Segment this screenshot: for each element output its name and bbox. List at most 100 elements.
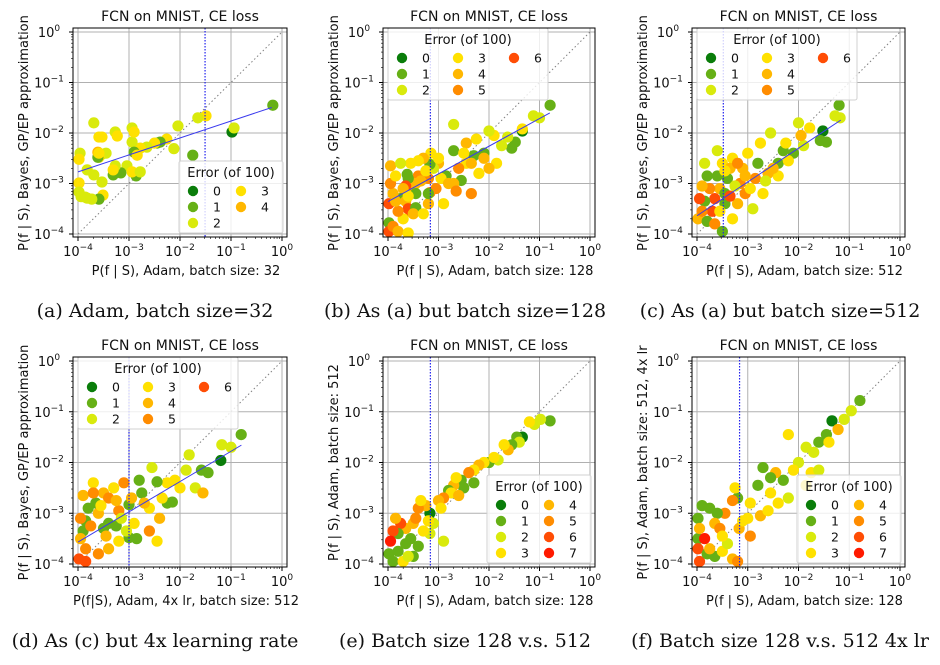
legend-marker-6 <box>508 52 520 64</box>
data-point <box>389 170 402 182</box>
y-tick-label: 10−3 <box>653 505 683 522</box>
data-point <box>151 476 163 488</box>
data-point <box>401 168 413 181</box>
legend-label-0: 0 <box>831 498 839 513</box>
legend-label-6: 6 <box>569 530 577 545</box>
data-point <box>468 477 480 489</box>
data-point <box>739 170 751 182</box>
legend-label-5: 5 <box>569 514 577 529</box>
x-tick-label: 10−4 <box>682 573 712 590</box>
data-point <box>417 208 429 220</box>
data-point <box>523 416 536 428</box>
legend-marker-6 <box>198 381 210 393</box>
data-point <box>752 479 764 491</box>
data-point <box>782 155 794 167</box>
data-point <box>402 550 414 562</box>
data-point <box>764 472 777 484</box>
y-tick-label: 10−1 <box>653 404 683 421</box>
x-tick-label: 100 <box>579 573 602 590</box>
legend-title: Error (of 100) <box>733 33 820 48</box>
data-point <box>267 99 279 111</box>
data-point <box>747 203 759 215</box>
y-axis-label: P(f | S), Adam, batch size: 512, 4x lr <box>636 345 651 580</box>
data-point <box>400 538 412 550</box>
data-point <box>465 188 477 200</box>
fit-line <box>387 112 551 202</box>
data-point <box>699 533 711 545</box>
legend-label-4: 4 <box>261 200 269 215</box>
data-point <box>80 543 92 555</box>
data-point <box>496 140 508 152</box>
legend-marker-3 <box>235 185 247 197</box>
legend-marker-3 <box>452 52 464 64</box>
data-point <box>470 133 482 145</box>
chart-title: FCN on MNIST, CE loss <box>410 338 568 354</box>
data-point <box>77 489 89 502</box>
data-point <box>483 125 495 137</box>
legend-marker-2 <box>705 84 717 96</box>
data-point <box>696 180 708 192</box>
data-point <box>432 152 445 164</box>
data-point <box>838 413 850 425</box>
chart-title: FCN on MNIST, CE loss <box>101 338 259 354</box>
legend-marker-2 <box>396 84 408 96</box>
data-point <box>384 535 397 547</box>
data-point <box>478 152 490 164</box>
data-point <box>777 474 789 486</box>
legend-title: Error (of 100) <box>424 33 511 48</box>
data-point <box>228 122 240 134</box>
data-point <box>402 227 414 237</box>
legend-label-2: 2 <box>112 412 120 427</box>
y-tick-label: 100 <box>348 24 371 41</box>
data-point <box>450 472 462 484</box>
legend-title: Error (of 100) <box>114 362 201 377</box>
data-point <box>792 117 805 129</box>
data-point <box>832 423 844 436</box>
data-point <box>854 394 866 407</box>
legend-label-1: 1 <box>521 514 529 529</box>
data-point <box>711 145 723 157</box>
data-point <box>463 467 475 479</box>
data-point <box>845 405 857 417</box>
data-point <box>415 494 427 507</box>
data-point <box>405 157 417 169</box>
data-point <box>174 482 186 494</box>
data-point <box>813 464 825 476</box>
legend-marker-3 <box>805 547 817 559</box>
y-axis-label: P(f | S), Bayes, GP/EP approximation <box>17 15 32 251</box>
data-point <box>762 505 774 517</box>
legend-label-0: 0 <box>521 498 529 513</box>
x-axis-label: P(f | S), Adam, batch size: 128 <box>397 594 594 609</box>
data-point <box>192 112 204 124</box>
y-tick-label: 10−4 <box>653 556 683 573</box>
legend-label-3: 3 <box>261 184 269 199</box>
data-point <box>443 177 455 190</box>
legend-label-1: 1 <box>112 396 120 411</box>
x-tick-label: 100 <box>889 573 912 590</box>
x-tick-label: 10−1 <box>216 573 246 590</box>
x-tick-label: 10−2 <box>165 243 195 260</box>
data-point <box>744 530 756 542</box>
legend-label-2: 2 <box>213 216 221 231</box>
data-point <box>742 147 754 159</box>
legend-marker-4 <box>142 397 154 409</box>
y-tick-label: 100 <box>38 24 61 41</box>
data-point <box>156 492 168 504</box>
legend: Error (of 100) 012 345 6 <box>77 356 239 430</box>
x-tick-label: 10−1 <box>525 243 555 260</box>
data-point <box>701 170 713 182</box>
legend-label-1: 1 <box>831 514 839 529</box>
data-point <box>814 134 826 147</box>
data-point <box>126 136 138 148</box>
legend-marker-1 <box>396 68 408 80</box>
legend-marker-3 <box>142 381 154 393</box>
data-point <box>724 190 736 202</box>
data-point <box>732 157 744 169</box>
data-point <box>834 112 846 124</box>
legend-label-0: 0 <box>112 380 120 395</box>
x-tick-label: 100 <box>271 573 294 590</box>
x-axis-label: P(f | S), Adam, batch size: 128 <box>706 594 903 609</box>
